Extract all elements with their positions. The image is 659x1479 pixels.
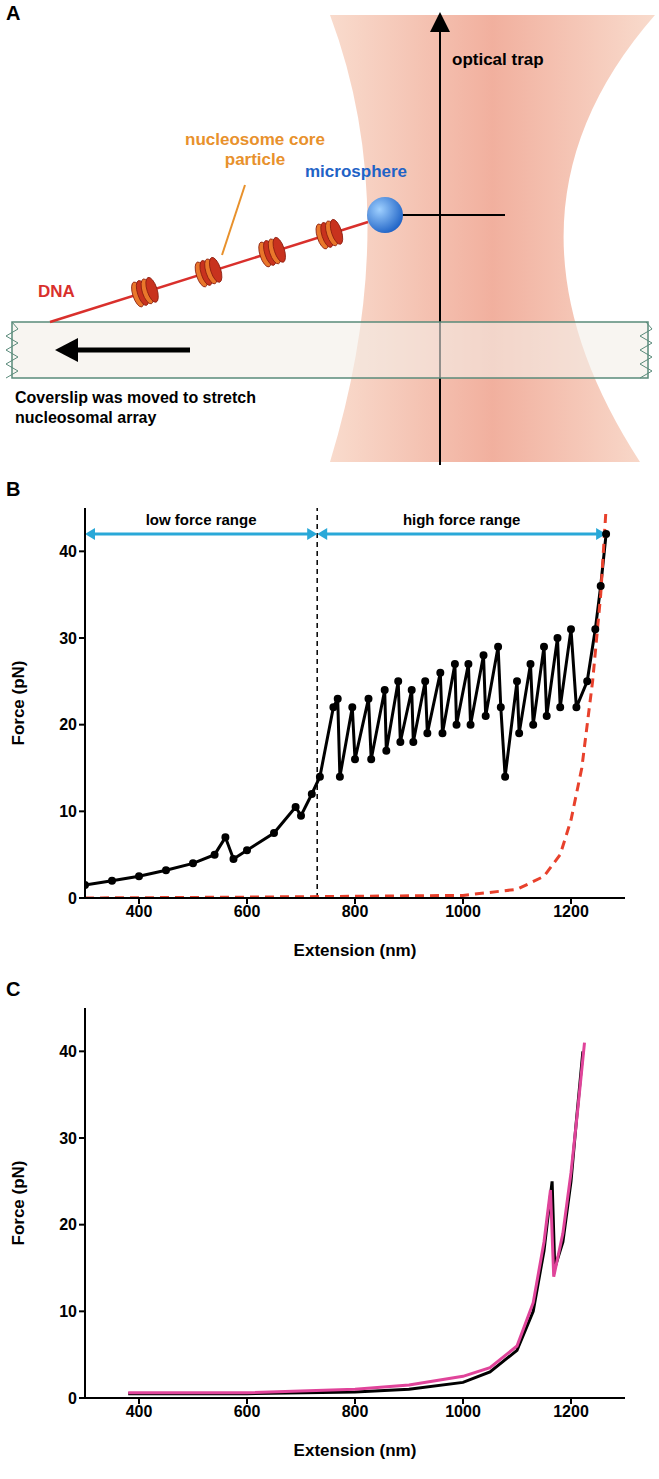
html-text:C: C (6, 978, 21, 1000)
html-text:Coverslip was moved to stretch: Coverslip was moved to stretch nucleosom… (15, 389, 256, 426)
svg-text:10: 10 (59, 1303, 77, 1320)
html-text:DNA: DNA (38, 282, 75, 301)
svg-text:40: 40 (59, 1043, 77, 1060)
svg-text:20: 20 (59, 1216, 77, 1233)
svg-text:400: 400 (126, 903, 153, 920)
html-text:A: A (6, 2, 21, 24)
svg-text:0: 0 (68, 890, 77, 907)
svg-text:1200: 1200 (553, 1403, 589, 1420)
svg-text:800: 800 (342, 903, 369, 920)
html-text:B: B (6, 478, 21, 500)
svg-text:0: 0 (68, 1390, 77, 1407)
svg-text:20: 20 (59, 716, 77, 733)
svg-text:800: 800 (342, 1403, 369, 1420)
svg-text:Extension (nm): Extension (nm) (294, 1441, 417, 1460)
svg-text:600: 600 (234, 1403, 261, 1420)
svg-text:400: 400 (126, 1403, 153, 1420)
html-text:microsphere: microsphere (305, 162, 407, 181)
html-text:nucleosome core particle: nucleosome core particle (185, 130, 325, 169)
svg-text:Extension (nm): Extension (nm) (294, 941, 417, 960)
svg-text:1000: 1000 (445, 903, 481, 920)
svg-text:Force (pN): Force (pN) (9, 661, 28, 746)
svg-text:high force range: high force range (403, 511, 521, 528)
svg-text:40: 40 (59, 543, 77, 560)
svg-text:10: 10 (59, 803, 77, 820)
svg-text:low force range: low force range (146, 511, 257, 528)
html-text:optical trap: optical trap (452, 50, 544, 69)
svg-text:30: 30 (59, 1130, 77, 1147)
svg-text:30: 30 (59, 630, 77, 647)
svg-text:1200: 1200 (553, 903, 589, 920)
svg-text:1000: 1000 (445, 1403, 481, 1420)
svg-text:Force (pN): Force (pN) (9, 1161, 28, 1246)
svg-text:600: 600 (234, 903, 261, 920)
